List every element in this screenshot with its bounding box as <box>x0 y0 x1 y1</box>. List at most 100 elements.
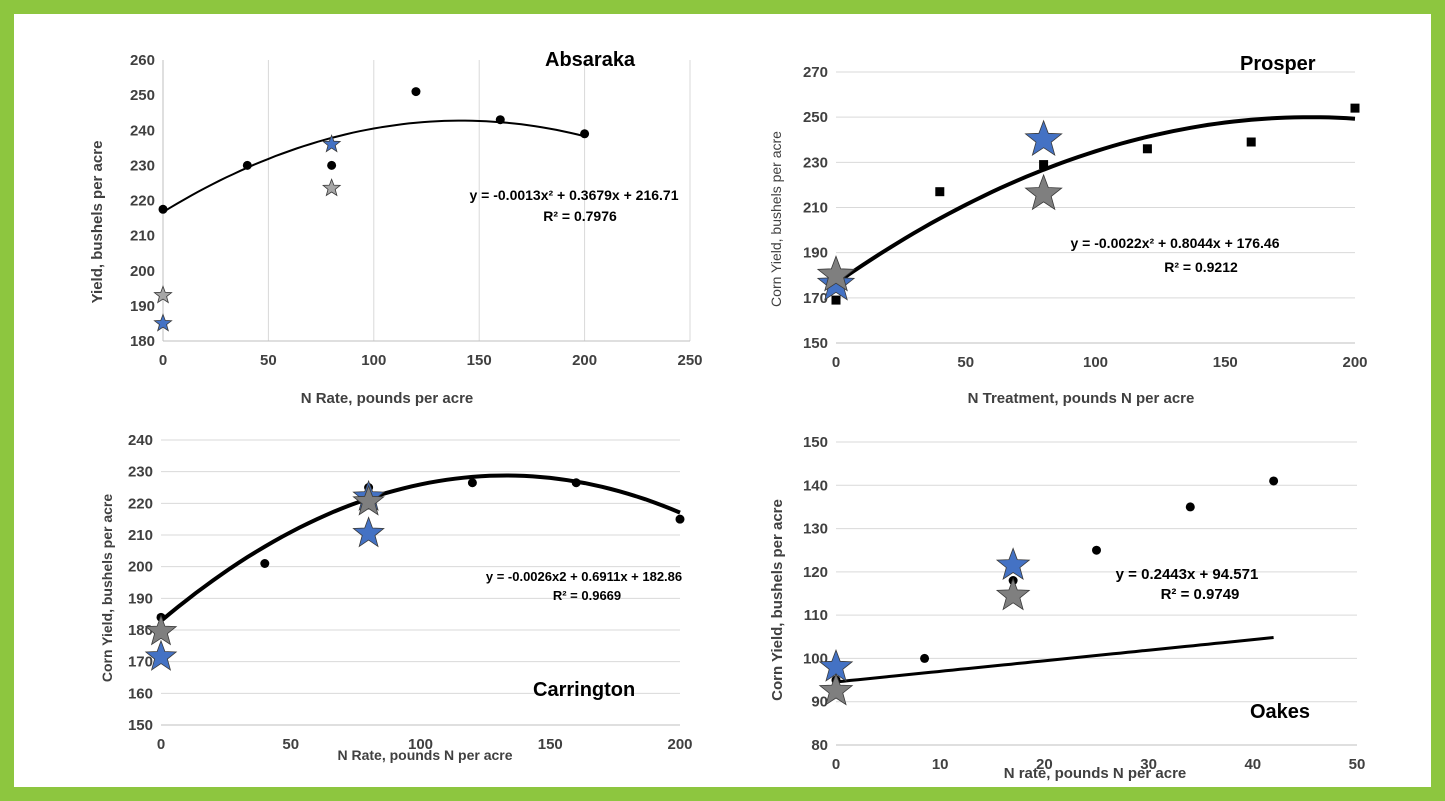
y-tick-label: 170 <box>803 290 828 307</box>
y-tick-label: 200 <box>128 559 153 576</box>
trendline <box>162 119 585 213</box>
x-axis-title: N Rate, pounds N per acre <box>337 747 512 763</box>
y-tick-label: 120 <box>803 564 828 581</box>
star-marker <box>1024 173 1063 211</box>
data-point <box>920 653 930 663</box>
star-marker <box>995 547 1031 581</box>
y-axis-title: Yield, bushels per acre <box>89 141 106 304</box>
chart-title: Oakes <box>1250 701 1310 723</box>
x-tick-label: 100 <box>408 736 433 753</box>
data-point <box>495 115 505 125</box>
y-tick-label: 180 <box>130 333 155 350</box>
y-tick-label: 230 <box>803 154 828 171</box>
star-marker <box>322 134 342 153</box>
x-tick-label: 50 <box>957 354 974 371</box>
y-tick-label: 210 <box>130 228 155 245</box>
plot-area: 150 160 170 180 190 200 210 220 230 240 0 50 100 150 2… <box>128 432 693 753</box>
x-tick-label: 150 <box>538 736 563 753</box>
chart-carrington-svg: 150 160 170 180 190 200 210 220 230 240 0 50 100 150 2… <box>99 432 693 763</box>
trend-r2: R² = 0.9212 <box>1164 259 1238 275</box>
star-marker <box>153 313 173 332</box>
y-tick-label: 140 <box>803 477 828 494</box>
chart-prosper: 150 170 190 210 230 250 270 0 50 100 150 200 Prospe… <box>755 42 1395 410</box>
y-tick-label: 190 <box>130 298 155 315</box>
data-point <box>467 478 477 488</box>
y-tick-label: 150 <box>128 717 153 734</box>
x-tick-label: 30 <box>1140 756 1157 773</box>
x-axis-title: N rate, pounds N per acre <box>1004 765 1187 782</box>
x-tick-label: 100 <box>1083 354 1108 371</box>
y-tick-label: 170 <box>128 654 153 671</box>
x-tick-label: 150 <box>467 352 492 369</box>
data-point <box>675 514 685 524</box>
data-point <box>1039 160 1049 170</box>
y-tick-label: 230 <box>130 157 155 174</box>
chart-oakes: 80 90 100 110 120 130 140 150 0 10 20 30 40 50 Oakes … <box>755 428 1395 783</box>
x-tick-label: 200 <box>1342 354 1367 371</box>
x-tick-label: 0 <box>157 736 165 753</box>
data-point <box>1350 103 1360 113</box>
data-point <box>1092 545 1101 555</box>
chart-title: Prosper <box>1240 53 1316 75</box>
y-tick-label: 90 <box>811 694 828 711</box>
y-tick-label: 240 <box>128 432 153 449</box>
trend-equation: y = 0.2443x + 94.571 <box>1116 566 1259 583</box>
y-tick-label: 220 <box>130 193 155 210</box>
y-tick-label: 250 <box>130 87 155 104</box>
data-point <box>158 204 168 214</box>
chart-title: Carrington <box>533 679 635 701</box>
x-tick-label: 0 <box>832 354 840 371</box>
x-tick-label: 40 <box>1244 756 1261 773</box>
y-axis-title: Corn Yield, bushels per acre <box>769 499 786 701</box>
star-marker <box>995 577 1031 611</box>
trend-equation: y = -0.0022x² + 0.8044x + 176.46 <box>1070 235 1279 251</box>
y-tick-label: 80 <box>811 737 828 754</box>
data-point <box>935 187 945 197</box>
data-point <box>260 559 270 568</box>
y-tick-label: 210 <box>803 200 828 217</box>
star-marker <box>1024 119 1063 157</box>
data-point <box>571 478 581 488</box>
y-axis-title: Corn Yield, bushels per acre <box>99 494 115 683</box>
star-marker <box>816 255 856 292</box>
trendline <box>835 636 1274 684</box>
trendline <box>159 473 681 623</box>
y-tick-label: 220 <box>128 495 153 512</box>
y-tick-label: 150 <box>803 335 828 352</box>
x-tick-label: 100 <box>361 352 386 369</box>
star-marker <box>144 614 178 646</box>
trend-r2: R² = 0.9669 <box>553 588 621 603</box>
x-tick-label: 50 <box>1349 756 1366 773</box>
x-tick-label: 250 <box>677 352 702 369</box>
chart-carrington: 150 160 170 180 190 200 210 220 230 240 0 50 100 150 2… <box>70 428 715 768</box>
trend-equation: y = -0.0026x2 + 0.6911x + 182.86 <box>486 569 682 584</box>
x-tick-label: 150 <box>1213 354 1238 371</box>
y-tick-label: 110 <box>804 607 828 624</box>
chart-absaraka: 180 190 200 210 220 230 240 250 260 0 50 100 150 200 2… <box>70 42 715 410</box>
x-tick-label: 50 <box>260 352 277 369</box>
x-tick-label: 200 <box>667 736 692 753</box>
star-marker <box>153 285 173 304</box>
star-marker <box>352 516 385 548</box>
data-point <box>242 160 252 170</box>
trendline <box>834 115 1356 285</box>
y-tick-label: 200 <box>130 263 155 280</box>
x-tick-label: 0 <box>832 756 840 773</box>
data-point <box>1142 144 1152 154</box>
x-tick-label: 0 <box>159 352 167 369</box>
x-tick-label: 50 <box>282 736 299 753</box>
y-tick-label: 240 <box>130 122 155 139</box>
trend-r2: R² = 0.9749 <box>1161 586 1240 603</box>
star-marker <box>818 672 854 706</box>
x-tick-label: 10 <box>932 756 949 773</box>
data-point <box>580 129 590 139</box>
x-axis-title: N Treatment, pounds N per acre <box>968 390 1195 407</box>
y-tick-label: 130 <box>803 521 828 538</box>
star-marker <box>322 178 342 197</box>
x-tick-label: 200 <box>572 352 597 369</box>
x-tick-label: 20 <box>1036 756 1053 773</box>
y-tick-label: 160 <box>128 685 153 702</box>
y-tick-label: 150 <box>803 434 828 451</box>
trend-r2: R² = 0.7976 <box>543 208 617 224</box>
